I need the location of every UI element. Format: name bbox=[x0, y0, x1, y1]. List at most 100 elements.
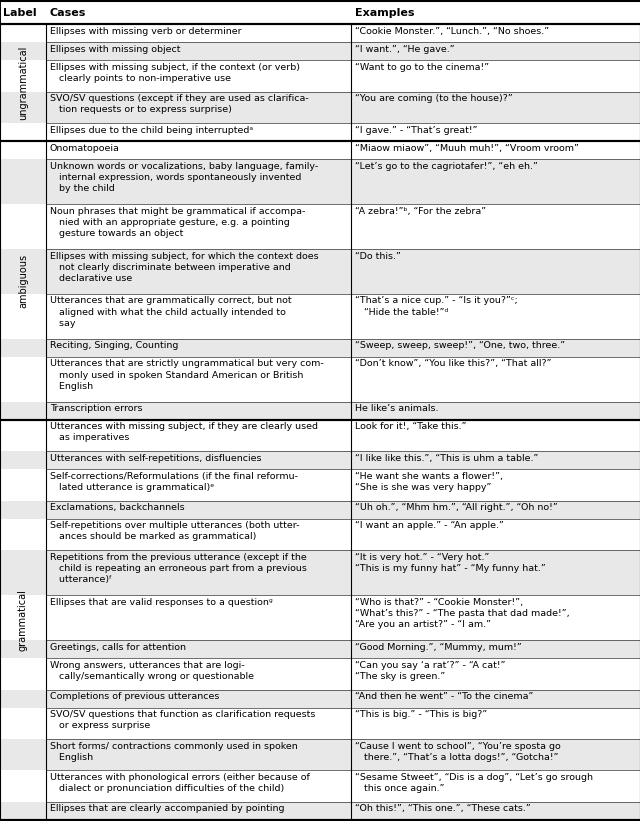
Bar bbox=[0, 640, 46, 658]
Bar bbox=[351, 141, 640, 159]
Text: “And then he went” - “To the cinema”: “And then he went” - “To the cinema” bbox=[355, 692, 533, 701]
Text: Onomatopoeia: Onomatopoeia bbox=[50, 144, 120, 153]
Text: “He want she wants a flower!”,
“She is she was very happy”: “He want she wants a flower!”, “She is s… bbox=[355, 472, 503, 492]
Text: Transcription errors: Transcription errors bbox=[50, 404, 143, 413]
Bar bbox=[0, 739, 46, 770]
Bar bbox=[351, 357, 640, 401]
Bar bbox=[351, 420, 640, 452]
Text: Noun phrases that might be grammatical if accompa-
   nied with an appropriate g: Noun phrases that might be grammatical i… bbox=[50, 207, 305, 238]
Text: “Do this.”: “Do this.” bbox=[355, 252, 401, 260]
Bar bbox=[351, 204, 640, 249]
Text: Greetings, calls for attention: Greetings, calls for attention bbox=[50, 643, 186, 652]
Text: Wrong answers, utterances that are logi-
   cally/semantically wrong or question: Wrong answers, utterances that are logi-… bbox=[50, 661, 254, 681]
Bar bbox=[46, 595, 351, 640]
Text: Unknown words or vocalizations, baby language, family-
   internal expression, w: Unknown words or vocalizations, baby lan… bbox=[50, 162, 318, 193]
Text: Ellipses with missing object: Ellipses with missing object bbox=[50, 45, 180, 54]
Text: Self-corrections/Reformulations (if the final reformu-
   lated utterance is gra: Self-corrections/Reformulations (if the … bbox=[50, 472, 298, 492]
Bar bbox=[351, 249, 640, 294]
Bar bbox=[0, 123, 46, 141]
Text: Self-repetitions over multiple utterances (both utter-
   ances should be marked: Self-repetitions over multiple utterance… bbox=[50, 521, 300, 541]
Text: Exclamations, backchannels: Exclamations, backchannels bbox=[50, 503, 184, 512]
Bar bbox=[0, 249, 46, 294]
Bar bbox=[46, 739, 351, 770]
Text: Ellipses with missing verb or determiner: Ellipses with missing verb or determiner bbox=[50, 27, 242, 36]
Bar bbox=[46, 501, 351, 519]
Text: “I gave.” - “That’s great!”: “I gave.” - “That’s great!” bbox=[355, 126, 477, 135]
Text: He like’s animals.: He like’s animals. bbox=[355, 404, 438, 413]
Bar bbox=[351, 401, 640, 420]
Text: Short forms/ contractions commonly used in spoken
   English: Short forms/ contractions commonly used … bbox=[50, 741, 298, 762]
Bar bbox=[351, 595, 640, 640]
Bar bbox=[351, 159, 640, 204]
Bar bbox=[46, 690, 351, 708]
Bar bbox=[0, 501, 46, 519]
Bar bbox=[0, 141, 46, 159]
Bar bbox=[0, 770, 46, 802]
Text: Ellipses with missing subject, for which the context does
   not clearly discrim: Ellipses with missing subject, for which… bbox=[50, 252, 319, 283]
Bar bbox=[46, 61, 351, 92]
Bar bbox=[0, 470, 46, 501]
Bar bbox=[46, 470, 351, 501]
Bar bbox=[46, 519, 351, 550]
Bar bbox=[351, 770, 640, 802]
Text: SVO/SV questions (except if they are used as clarifica-
   tion requests or to e: SVO/SV questions (except if they are use… bbox=[50, 94, 308, 114]
Bar bbox=[0, 25, 46, 43]
Bar bbox=[46, 770, 351, 802]
Text: “Sesame Stweet”, “Dis is a dog”, “Let’s go srough
   this once again.”: “Sesame Stweet”, “Dis is a dog”, “Let’s … bbox=[355, 773, 593, 793]
Bar bbox=[351, 640, 640, 658]
Text: “Sweep, sweep, sweep!”, “One, two, three.”: “Sweep, sweep, sweep!”, “One, two, three… bbox=[355, 342, 565, 351]
Bar bbox=[0, 802, 46, 820]
Bar bbox=[0, 204, 46, 249]
Bar bbox=[46, 141, 351, 159]
Text: “This is big.” - “This is big?”: “This is big.” - “This is big?” bbox=[355, 710, 487, 719]
Text: Repetitions from the previous utterance (except if the
   child is repeating an : Repetitions from the previous utterance … bbox=[50, 553, 307, 584]
Bar bbox=[46, 658, 351, 690]
Text: “A zebra!”ᵇ, “For the zebra”: “A zebra!”ᵇ, “For the zebra” bbox=[355, 207, 486, 216]
Text: “Who is that?” - “Cookie Monster!”,
“What’s this?” - “The pasta that dad made!”,: “Who is that?” - “Cookie Monster!”, “Wha… bbox=[355, 598, 570, 629]
Bar bbox=[0, 43, 46, 61]
Bar bbox=[351, 501, 640, 519]
Bar bbox=[351, 550, 640, 595]
Text: Ellipses with missing subject, if the context (or verb)
   clearly points to non: Ellipses with missing subject, if the co… bbox=[50, 63, 300, 83]
Text: Utterances that are grammatically correct, but not
   aligned with what the chil: Utterances that are grammatically correc… bbox=[50, 296, 292, 328]
Bar bbox=[0, 159, 46, 204]
Bar bbox=[46, 339, 351, 357]
Bar bbox=[46, 249, 351, 294]
Text: Utterances that are strictly ungrammatical but very com-
   monly used in spoken: Utterances that are strictly ungrammatic… bbox=[50, 360, 324, 391]
Bar bbox=[46, 550, 351, 595]
Bar bbox=[351, 339, 640, 357]
Text: Utterances with phonological errors (either because of
   dialect or pronunciati: Utterances with phonological errors (eit… bbox=[50, 773, 310, 793]
Bar bbox=[46, 420, 351, 452]
Bar bbox=[46, 204, 351, 249]
Text: “Want to go to the cinema!”: “Want to go to the cinema!” bbox=[355, 63, 489, 72]
Bar bbox=[351, 123, 640, 141]
Text: Reciting, Singing, Counting: Reciting, Singing, Counting bbox=[50, 342, 179, 351]
Bar bbox=[351, 739, 640, 770]
Text: “Miaow miaow”, “Muuh muh!”, “Vroom vroom”: “Miaow miaow”, “Muuh muh!”, “Vroom vroom… bbox=[355, 144, 579, 153]
Bar bbox=[46, 802, 351, 820]
Bar bbox=[351, 470, 640, 501]
Bar bbox=[46, 401, 351, 420]
Text: Ellipses that are valid responses to a questionᶢ: Ellipses that are valid responses to a q… bbox=[50, 598, 273, 607]
Bar bbox=[0, 339, 46, 357]
Bar bbox=[351, 294, 640, 339]
Bar bbox=[46, 708, 351, 739]
Bar bbox=[0, 92, 46, 123]
Text: “I want an apple.” - “An apple.”: “I want an apple.” - “An apple.” bbox=[355, 521, 504, 530]
Text: Utterances with missing subject, if they are clearly used
   as imperatives: Utterances with missing subject, if they… bbox=[50, 422, 318, 443]
Bar bbox=[351, 519, 640, 550]
Bar bbox=[46, 43, 351, 61]
Bar bbox=[351, 658, 640, 690]
Text: Ellipses that are clearly accompanied by pointing: Ellipses that are clearly accompanied by… bbox=[50, 805, 285, 814]
Bar bbox=[46, 357, 351, 401]
Bar bbox=[0, 550, 46, 595]
Text: Label: Label bbox=[3, 7, 36, 17]
Bar bbox=[0, 658, 46, 690]
Text: “I like like this.”, “This is uhm a table.”: “I like like this.”, “This is uhm a tabl… bbox=[355, 454, 538, 463]
Text: grammatical: grammatical bbox=[18, 589, 28, 651]
Bar bbox=[0, 708, 46, 739]
Bar bbox=[351, 61, 640, 92]
Text: ungrammatical: ungrammatical bbox=[18, 46, 28, 120]
Text: Examples: Examples bbox=[355, 7, 415, 17]
Text: “I want.”, “He gave.”: “I want.”, “He gave.” bbox=[355, 45, 454, 54]
